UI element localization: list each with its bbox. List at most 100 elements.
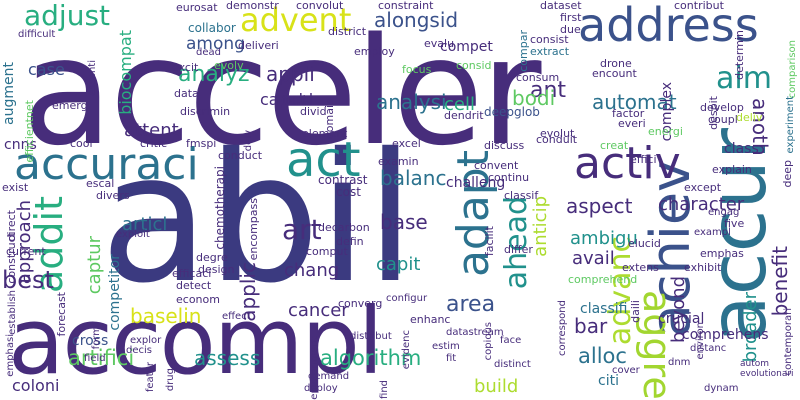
word: fmspi	[186, 137, 217, 150]
word: alloc	[578, 344, 627, 368]
word: encompass	[247, 198, 260, 261]
word: despit	[707, 96, 720, 130]
word: among	[186, 34, 245, 54]
word: converg	[338, 297, 383, 310]
word: evolv	[214, 59, 244, 72]
word: comprehend	[568, 273, 638, 286]
word: consum	[516, 71, 560, 84]
word: class	[724, 141, 759, 157]
word: evalu	[424, 37, 455, 50]
word: focus	[402, 63, 432, 76]
word: extens	[622, 261, 659, 274]
word: drone	[600, 57, 632, 70]
word: contribut	[674, 0, 724, 12]
word: energi	[648, 125, 683, 138]
word: exist	[2, 181, 29, 194]
word: comparison	[787, 40, 798, 99]
word: aspect	[566, 194, 633, 218]
word: cost	[336, 185, 361, 199]
word: distanc	[690, 343, 727, 354]
word: constraint	[378, 0, 434, 12]
word: avail	[572, 248, 615, 269]
word: comput	[306, 245, 348, 258]
word: aim	[716, 61, 772, 96]
word: excel	[392, 137, 421, 150]
word: convolut	[296, 0, 344, 12]
word: activ	[574, 138, 681, 189]
word: citi	[598, 373, 619, 389]
word: appli	[266, 62, 315, 86]
word: current	[6, 245, 46, 258]
word: crucial	[658, 311, 705, 327]
word: acceler	[22, 6, 542, 178]
word: captur	[84, 236, 105, 295]
word: evolutionari	[740, 369, 794, 379]
word: chemotherapi	[213, 166, 227, 250]
word: forecast	[55, 292, 68, 337]
word: classifi	[580, 301, 628, 317]
word: cancer	[288, 300, 349, 321]
word: base	[380, 210, 428, 234]
word: discuss	[484, 139, 525, 152]
word: enhanc	[410, 313, 451, 326]
word: coupl	[708, 113, 738, 126]
word: contrast	[318, 173, 368, 187]
word: everi	[618, 117, 646, 130]
word: art	[282, 213, 322, 246]
word: escal	[86, 177, 115, 190]
word: encount	[592, 67, 637, 80]
word: degre	[196, 251, 228, 264]
word: demonstr	[226, 0, 279, 12]
word: compar	[517, 30, 530, 72]
word: compet	[440, 39, 493, 55]
word: distinct	[494, 359, 531, 370]
word: anoth	[748, 98, 772, 156]
word: dnm	[668, 357, 691, 368]
word: efficientnet	[23, 100, 36, 163]
word: decarbon	[318, 221, 370, 234]
word: exampl	[694, 227, 731, 238]
word: competitor	[107, 254, 123, 331]
word: accompl	[8, 288, 383, 395]
word: divers	[96, 189, 130, 202]
word: baselin	[130, 304, 202, 328]
word: advent	[240, 1, 352, 39]
word: abil	[100, 115, 415, 322]
word: augment	[1, 62, 17, 125]
word: fit	[446, 353, 457, 364]
word: design	[198, 263, 235, 276]
word: extract	[530, 45, 570, 58]
word: analyz	[178, 62, 250, 87]
word: bar	[574, 314, 608, 338]
word: copious	[483, 322, 494, 361]
word: cnns	[4, 137, 37, 153]
word: automat	[592, 90, 677, 114]
word: address	[578, 0, 759, 52]
word: collabor	[188, 21, 236, 35]
word: contemporari	[783, 308, 794, 376]
word: excit	[172, 61, 199, 74]
word: capabl	[260, 90, 314, 109]
word: emphasi	[5, 334, 16, 377]
word: datastream	[446, 327, 504, 338]
word: build	[474, 376, 519, 397]
word: cool	[70, 137, 93, 150]
word: first	[560, 11, 582, 24]
word: correspond	[557, 300, 568, 356]
word: estim	[432, 341, 460, 352]
word: area	[446, 292, 496, 317]
word: dataset	[540, 0, 582, 12]
word: aggreg	[635, 290, 679, 400]
word: assess	[194, 346, 261, 370]
word: elucid	[628, 237, 661, 250]
word: detect	[176, 279, 212, 292]
word: district	[328, 25, 367, 38]
word: ant	[530, 78, 567, 103]
word: evolut	[540, 127, 575, 140]
word: develop	[700, 101, 744, 114]
word: deploy	[304, 383, 338, 394]
word: distribut	[350, 331, 392, 342]
word: evidenc	[401, 330, 412, 370]
word: comprehens	[682, 327, 769, 343]
word: emerg	[52, 99, 88, 112]
